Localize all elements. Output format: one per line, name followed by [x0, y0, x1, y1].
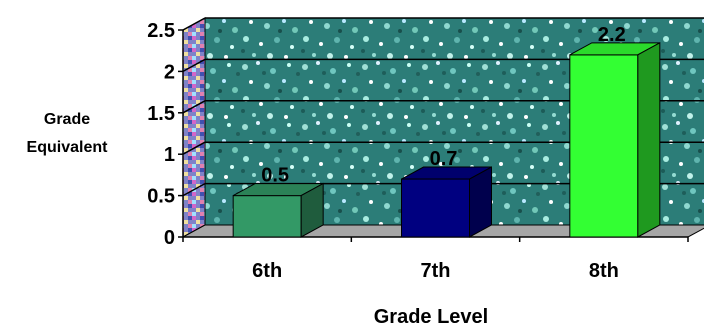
y-tick-labels: 0 0.5 1 1.5 2 2.5: [147, 20, 175, 249]
bar-front: [401, 178, 470, 238]
y-tick-label: 2: [164, 61, 175, 83]
bar-6th: [232, 182, 324, 238]
bar-side: [300, 182, 324, 238]
x-tick-label-6th: 6th: [252, 260, 282, 282]
x-tick-labels: 6th 7th 8th: [252, 260, 619, 282]
y-tick-label: 0: [164, 227, 175, 249]
bar-8th: [569, 41, 661, 238]
bar-7th: [401, 166, 492, 238]
gridline-side: [182, 17, 206, 31]
y-tick-label: 1.5: [147, 103, 175, 125]
data-labels: 0.5 0.7 2.2: [261, 24, 625, 187]
data-label-7th: 0.7: [430, 148, 458, 170]
bar-front: [569, 54, 639, 238]
data-label-6th: 0.5: [261, 165, 289, 187]
bar-front: [232, 195, 302, 238]
y-tick-label: 0.5: [147, 186, 175, 208]
gridline-side: [182, 141, 206, 155]
bar-side: [469, 166, 492, 238]
bar-side: [637, 41, 661, 238]
y-tick-label: 2.5: [147, 20, 175, 42]
gridline-side: [182, 58, 206, 73]
gridline-side: [182, 182, 206, 197]
y-axis-title-line-2: Equivalent: [27, 139, 109, 156]
side-wall: [182, 17, 206, 238]
x-axis-title: Grade Level: [374, 306, 489, 326]
y-axis-title-line-1: Grade: [44, 111, 90, 128]
x-tick-label-8th: 8th: [589, 260, 619, 282]
data-label-8th: 2.2: [598, 24, 626, 46]
gridline-side: [182, 100, 206, 114]
bars: [232, 41, 661, 238]
y-tick-label: 1: [164, 144, 175, 166]
x-tick-label-7th: 7th: [421, 260, 451, 282]
